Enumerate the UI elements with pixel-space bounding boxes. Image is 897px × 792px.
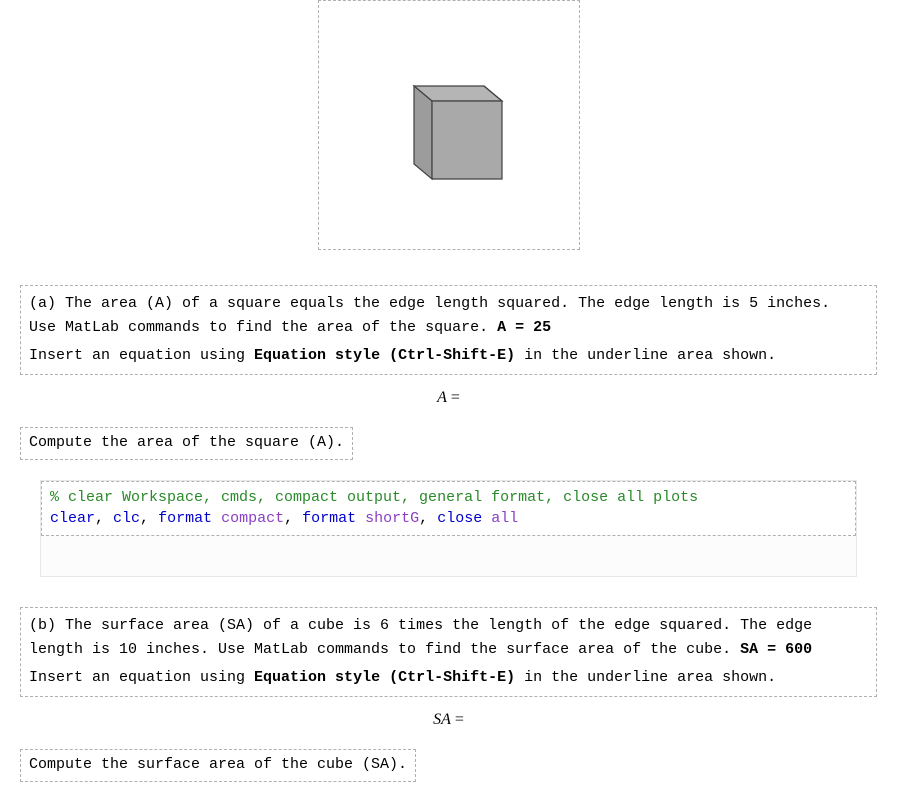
part-a-instr-suffix: in the underline area shown. [515, 347, 776, 364]
code-t1: clear [50, 510, 95, 527]
equation-sa-sym: = [451, 711, 464, 728]
code-a2: shortG [365, 510, 419, 527]
part-b-line2: length is 10 inches. Use MatLab commands… [29, 638, 868, 662]
equation-sa-var: SA [433, 711, 451, 728]
part-a-line2-prefix: Use MatLab commands to find the area of … [29, 319, 497, 336]
part-a-line1: (a) The area (A) of a square equals the … [29, 292, 868, 316]
code-sep2: , [140, 510, 158, 527]
part-a-line2: Use MatLab commands to find the area of … [29, 316, 868, 340]
code-t5: close [437, 510, 482, 527]
part-b-instruction: Insert an equation using Equation style … [29, 666, 868, 690]
code-sep4: , [419, 510, 437, 527]
compute-sa-box: Compute the surface area of the cube (SA… [20, 749, 416, 782]
part-a-instruction: Insert an equation using Equation style … [29, 344, 868, 368]
equation-a: A = [0, 389, 897, 407]
part-b-line2-prefix: length is 10 inches. Use MatLab commands… [29, 641, 740, 658]
code-sp1 [212, 510, 221, 527]
cube-figure-box [318, 0, 580, 250]
code-area: % clear Workspace, cmds, compact output,… [40, 480, 857, 578]
code-sep1: , [95, 510, 113, 527]
part-a-instr-prefix: Insert an equation using [29, 347, 254, 364]
equation-sa: SA = [0, 711, 897, 729]
part-b-answer: SA = 600 [740, 641, 812, 658]
code-sp3 [482, 510, 491, 527]
part-b-instr-bold: Equation style (Ctrl-Shift-E) [254, 669, 515, 686]
part-b-question-box: (b) The surface area (SA) of a cube is 6… [20, 607, 877, 697]
code-sep3: , [284, 510, 302, 527]
part-a-instr-bold: Equation style (Ctrl-Shift-E) [254, 347, 515, 364]
part-b-instr-prefix: Insert an equation using [29, 669, 254, 686]
equation-a-sym: = [447, 389, 460, 406]
code-a1: compact [221, 510, 284, 527]
equation-a-var: A [437, 389, 447, 406]
compute-a-text: Compute the area of the square (A). [29, 434, 344, 451]
code-sp2 [356, 510, 365, 527]
part-b-instr-suffix: in the underline area shown. [515, 669, 776, 686]
part-a-answer: A = 25 [497, 319, 551, 336]
code-a3: all [491, 510, 518, 527]
code-t4: format [302, 510, 356, 527]
part-a-question-box: (a) The area (A) of a square equals the … [20, 285, 877, 375]
code-t2: clc [113, 510, 140, 527]
code-comment: % clear Workspace, cmds, compact output,… [50, 489, 698, 506]
code-box[interactable]: % clear Workspace, cmds, compact output,… [41, 481, 856, 537]
code-t3: format [158, 510, 212, 527]
compute-a-box: Compute the area of the square (A). [20, 427, 353, 460]
part-b-line1: (b) The surface area (SA) of a cube is 6… [29, 614, 868, 638]
cube-icon [384, 61, 514, 189]
compute-sa-text: Compute the surface area of the cube (SA… [29, 756, 407, 773]
